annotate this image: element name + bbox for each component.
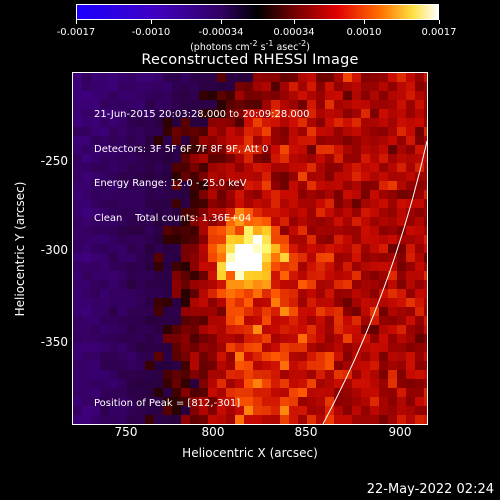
colorbar-tick-label: -0.0010 [131, 27, 171, 38]
solar-limb [322, 140, 427, 424]
info-block: 21-Jun-2015 20:03:28.000 to 20:09:28.000… [94, 86, 310, 247]
x-tick-label: 900 [388, 425, 412, 439]
colorbar-tick-label: 0.00034 [273, 27, 315, 38]
colorbar-tick-label: -0.00034 [198, 27, 244, 38]
timestamp: 22-May-2022 02:24 [366, 482, 494, 497]
reconstructed-image [73, 73, 427, 424]
colorbar [76, 4, 439, 20]
x-axis-label: Heliocentric X (arcsec) [182, 446, 318, 460]
image-pixels [73, 73, 427, 424]
image-plot: 21-Jun-2015 20:03:28.000 to 20:09:28.000… [72, 72, 428, 425]
colorbar-tick-label: 0.0010 [346, 27, 382, 38]
colorbar-tick-label: 0.0017 [421, 27, 457, 38]
colorbar-tick [364, 20, 365, 24]
y-tick-label: -350 [40, 335, 68, 349]
info-line: Energy Range: 12.0 - 25.0 keV [94, 178, 247, 189]
colorbar-tick [76, 20, 77, 24]
x-tick-label: 800 [201, 425, 225, 439]
colorbar-tick [294, 20, 295, 24]
x-tick-label: 850 [294, 425, 318, 439]
colorbar-tick [221, 20, 222, 24]
info-line: Clean Total counts: 1.36E+04 [94, 212, 252, 224]
y-axis-label: Heliocentric Y (arcsec) [13, 181, 27, 317]
y-tick-label: -250 [40, 154, 68, 168]
colorbar-tick [151, 20, 152, 24]
peak-position-label: Position of Peak = [812,-301] [94, 398, 241, 409]
plot-title: Reconstructed RHESSI Image [141, 52, 359, 68]
y-tick-label: -300 [40, 243, 68, 257]
x-tick-label: 750 [114, 425, 138, 439]
info-line: 21-Jun-2015 20:03:28.000 to 20:09:28.000 [94, 109, 310, 120]
colorbar-tick [439, 20, 440, 24]
info-line: Detectors: 3F 5F 6F 7F 8F 9F, Att 0 [94, 143, 269, 155]
colorbar-units: (photons cm-2 s-1 asec-2) [190, 39, 310, 54]
colorbar-tick-label: -0.0017 [56, 27, 96, 38]
